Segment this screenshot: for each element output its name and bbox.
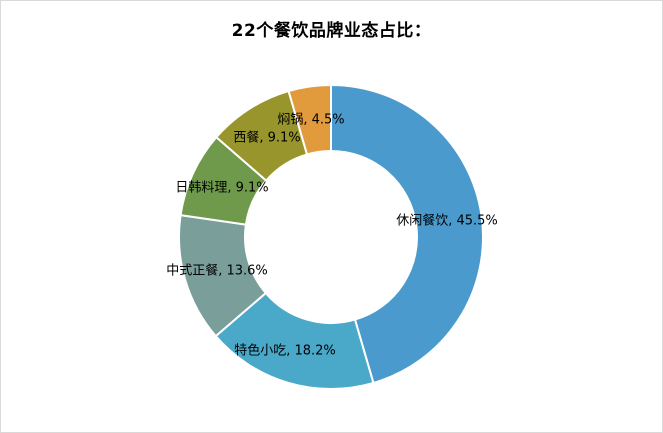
data-label-leisure-dining: 休闲餐饮, 45.5% bbox=[396, 213, 498, 229]
slice-leisure-dining bbox=[330, 83, 484, 385]
data-label-chinese-formal: 中式正餐, 13.6% bbox=[166, 263, 268, 279]
slices-group bbox=[178, 83, 484, 390]
labels-group: 休闲餐饮, 45.5% 特色小吃, 18.2% 中式正餐, 13.6% 日韩料理, 9… bbox=[166, 112, 498, 359]
chart-title: 22个餐饮品牌业态占比： bbox=[231, 21, 432, 41]
data-label-western: 西餐, 9.1% bbox=[233, 130, 300, 146]
data-label-snacks: 特色小吃, 18.2% bbox=[234, 343, 336, 359]
slice-hotpot bbox=[287, 83, 332, 156]
data-label-japanese-korean: 日韩料理, 9.1% bbox=[175, 181, 268, 196]
data-label-hotpot: 焖锅, 4.5% bbox=[277, 112, 344, 128]
